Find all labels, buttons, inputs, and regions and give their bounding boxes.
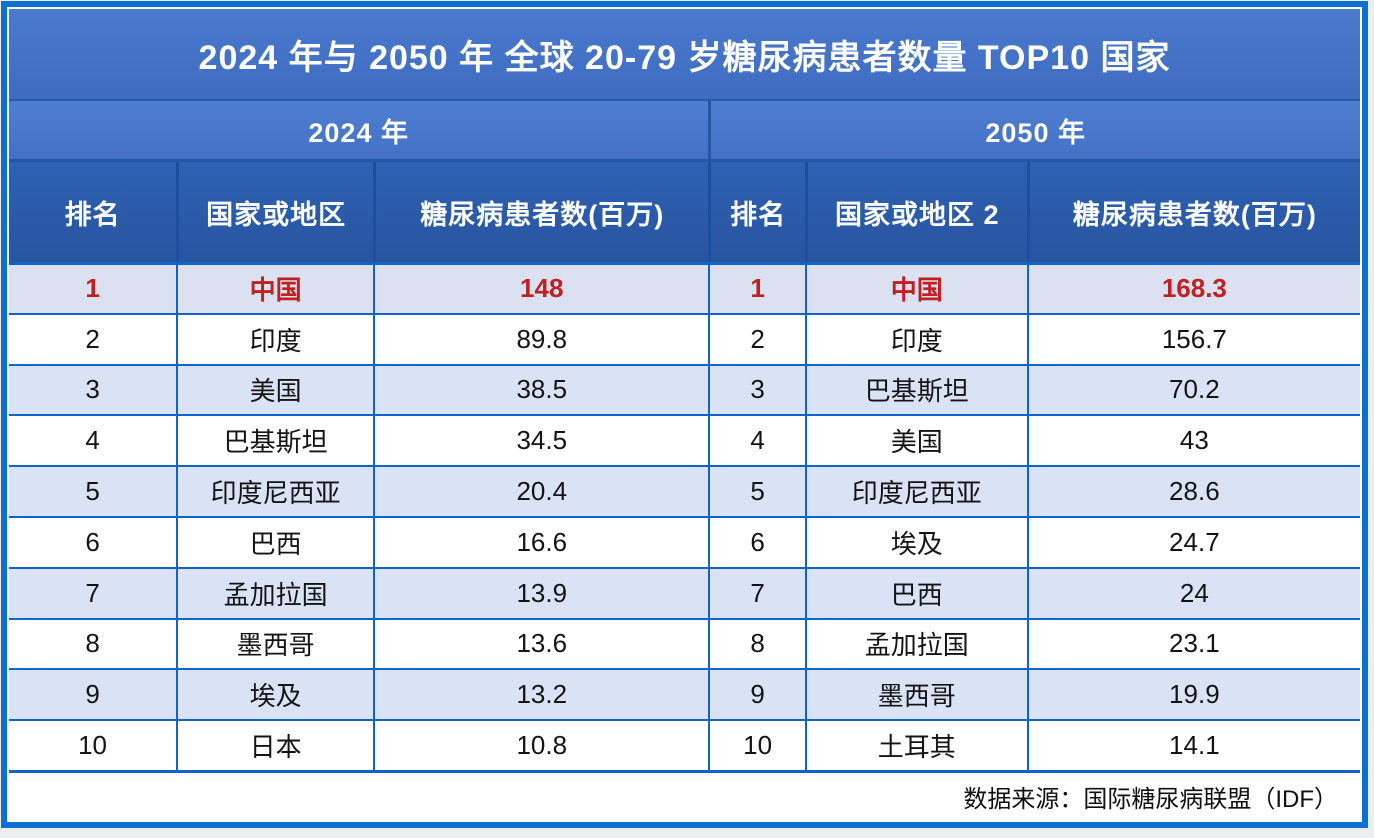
value-2024: 16.6: [373, 517, 708, 567]
country-2024: 巴基斯坦: [176, 416, 373, 466]
country-2050: 巴西: [804, 568, 1027, 618]
country-2024: 巴西: [176, 517, 373, 567]
country-2024: 印度: [176, 314, 373, 364]
value-2050: 156.7: [1026, 314, 1360, 364]
column-header-row: 排名 国家或地区 糖尿病患者数(百万) 排名 国家或地区 2 糖尿病患者数(百万…: [9, 162, 1360, 262]
rank-2024: 10: [78, 730, 108, 761]
value-2024: 13.6: [373, 619, 708, 669]
col-country-2050: 国家或地区 2: [804, 162, 1027, 262]
value-2024: 20.4: [373, 467, 708, 516]
value-2024: 89.8: [373, 314, 708, 364]
col-rank-2024: 排名: [64, 199, 121, 230]
rank-2050: 10: [708, 721, 805, 770]
table-inner: 2024 年与 2050 年 全球 20-79 岁糖尿病患者数量 TOP10 国…: [7, 7, 1362, 822]
country-2050: 中国: [804, 265, 1027, 313]
value-2024: 34.5: [373, 416, 708, 466]
country-2024: 印度尼西亚: [176, 467, 373, 516]
table-body: 1 中国 148 1 中国 168.3 2 印度 89.8 2 印度 156.7…: [9, 262, 1360, 770]
value-2024: 13.9: [373, 568, 708, 618]
rank-2024: 3: [85, 374, 100, 405]
rank-2050: 1: [708, 265, 805, 313]
table-row-8: 8 墨西哥 13.6 8 孟加拉国 23.1: [9, 617, 1360, 669]
rank-2050: 5: [708, 467, 805, 516]
country-2050: 印度尼西亚: [804, 467, 1027, 516]
value-2050: 24: [1026, 568, 1360, 618]
country-2050: 印度: [804, 314, 1027, 364]
rank-2050: 2: [708, 314, 805, 364]
country-2050: 土耳其: [804, 721, 1027, 770]
value-2050: 14.1: [1026, 721, 1360, 770]
country-2050: 孟加拉国: [804, 619, 1027, 669]
rank-2050: 3: [708, 365, 805, 415]
rank-2050: 6: [708, 517, 805, 567]
value-2050: 19.9: [1026, 670, 1360, 720]
value-2024: 148: [373, 265, 708, 313]
value-2050: 70.2: [1026, 365, 1360, 415]
table-row-3: 3 美国 38.5 3 巴基斯坦 70.2: [9, 363, 1360, 415]
page-title: 2024 年与 2050 年 全球 20-79 岁糖尿病患者数量 TOP10 国…: [9, 9, 1360, 101]
data-source-note: 数据来源：国际糖尿病联盟（IDF）: [9, 770, 1360, 820]
country-2024: 埃及: [176, 670, 373, 720]
rank-2024: 1: [85, 273, 100, 304]
value-2024: 13.2: [373, 670, 708, 720]
value-2024: 38.5: [373, 365, 708, 415]
table-row-4: 4 巴基斯坦 34.5 4 美国 43: [9, 414, 1360, 466]
table-row-10: 10 日本 10.8 10 土耳其 14.1: [9, 719, 1360, 770]
year-band: 2024 年 2050 年: [9, 101, 1360, 162]
col-rank-2050: 排名: [708, 162, 805, 262]
country-2050: 埃及: [804, 517, 1027, 567]
rank-2050: 4: [708, 416, 805, 466]
col-value-2050: 糖尿病患者数(百万): [1026, 162, 1360, 262]
table-row-9: 9 埃及 13.2 9 墨西哥 19.9: [9, 668, 1360, 720]
rank-2024: 9: [85, 679, 100, 710]
country-2024: 墨西哥: [176, 619, 373, 669]
year-header-2050: 2050 年: [708, 101, 1360, 159]
table-row-2: 2 印度 89.8 2 印度 156.7: [9, 312, 1360, 364]
rank-2050: 8: [708, 619, 805, 669]
rank-2024: 6: [85, 526, 100, 557]
country-2024: 美国: [176, 365, 373, 415]
rank-2050: 9: [708, 670, 805, 720]
country-2050: 美国: [804, 416, 1027, 466]
rank-2024: 8: [85, 628, 100, 659]
rank-2024: 7: [85, 577, 100, 608]
rank-2024: 5: [85, 476, 100, 507]
value-2050: 43: [1026, 416, 1360, 466]
rank-2050: 7: [708, 568, 805, 618]
rank-2024: 4: [85, 425, 100, 456]
country-2024: 中国: [176, 265, 373, 313]
country-2050: 墨西哥: [804, 670, 1027, 720]
col-value-2024: 糖尿病患者数(百万): [373, 162, 708, 262]
table-row-7: 7 孟加拉国 13.9 7 巴西 24: [9, 566, 1360, 618]
col-country-2024: 国家或地区: [176, 162, 373, 262]
rank-2024: 2: [85, 323, 100, 354]
value-2024: 10.8: [373, 721, 708, 770]
table-row-6: 6 巴西 16.6 6 埃及 24.7: [9, 515, 1360, 567]
value-2050: 23.1: [1026, 619, 1360, 669]
year-header-2024: 2024 年: [308, 117, 409, 148]
value-2050: 28.6: [1026, 467, 1360, 516]
country-2024: 日本: [176, 721, 373, 770]
table-row-5: 5 印度尼西亚 20.4 5 印度尼西亚 28.6: [9, 465, 1360, 516]
country-2024: 孟加拉国: [176, 568, 373, 618]
country-2050: 巴基斯坦: [804, 365, 1027, 415]
value-2050: 168.3: [1026, 265, 1360, 313]
value-2050: 24.7: [1026, 517, 1360, 567]
table-row-1: 1 中国 148 1 中国 168.3: [9, 262, 1360, 313]
